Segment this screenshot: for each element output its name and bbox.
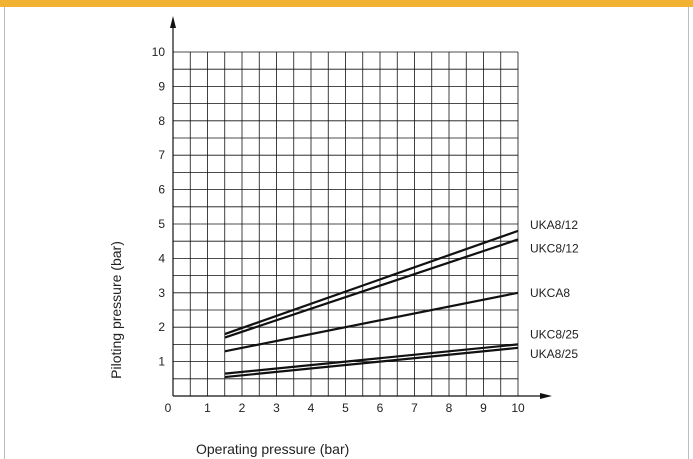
y-tick-label: 8 — [158, 114, 165, 128]
y-tick-label: 10 — [152, 45, 166, 59]
y-tick-label: 3 — [158, 286, 165, 300]
x-axis-title: Operating pressure (bar) — [196, 441, 349, 457]
x-tick-label: 7 — [411, 401, 418, 415]
series-label: UKC8/12 — [530, 241, 579, 255]
y-tick-label: 9 — [158, 79, 165, 93]
y-tick-label: 5 — [158, 217, 165, 231]
series-label: UKCA8 — [530, 286, 570, 300]
top-accent-band — [0, 0, 693, 7]
x-tick-label: 2 — [239, 401, 246, 415]
y-axis-title: Piloting pressure (bar) — [108, 241, 124, 379]
x-tick-label: 10 — [511, 401, 525, 415]
x-tick-label: 8 — [446, 401, 453, 415]
series-line — [224, 291, 519, 353]
y-tick-labels: 1 2 3 4 5 6 7 8 9 10 — [152, 45, 166, 369]
y-tick-label: 2 — [158, 320, 165, 334]
series-line — [224, 343, 519, 375]
page-frame — [4, 7, 689, 459]
series-lines — [224, 229, 519, 379]
x-tick-label: 5 — [342, 401, 349, 415]
x-tick-label: 1 — [204, 401, 211, 415]
grid — [173, 51, 519, 396]
series-label: UKA8/12 — [530, 218, 578, 232]
series-line — [224, 229, 519, 336]
x-axis-arrow — [540, 393, 552, 399]
x-tick-label: 0 — [165, 401, 172, 415]
y-axis-arrow — [170, 16, 176, 28]
series-label: UKC8/25 — [530, 327, 579, 341]
series-line — [224, 346, 519, 379]
x-tick-label: 6 — [377, 401, 384, 415]
x-tick-label: 3 — [273, 401, 280, 415]
y-tick-label: 1 — [158, 355, 165, 369]
series-label: UKA8/25 — [530, 347, 578, 361]
y-tick-label: 4 — [158, 251, 165, 265]
x-tick-label: 4 — [308, 401, 315, 415]
series-labels: UKA8/12 UKC8/12 UKCA8 UKC8/25 UKA8/25 — [530, 218, 579, 361]
y-tick-label: 7 — [158, 148, 165, 162]
x-tick-labels: 0 1 2 3 4 5 6 7 8 9 10 — [165, 401, 525, 415]
y-tick-label: 6 — [158, 183, 165, 197]
x-tick-label: 9 — [480, 401, 487, 415]
series-line — [224, 238, 519, 339]
axes — [170, 16, 552, 399]
